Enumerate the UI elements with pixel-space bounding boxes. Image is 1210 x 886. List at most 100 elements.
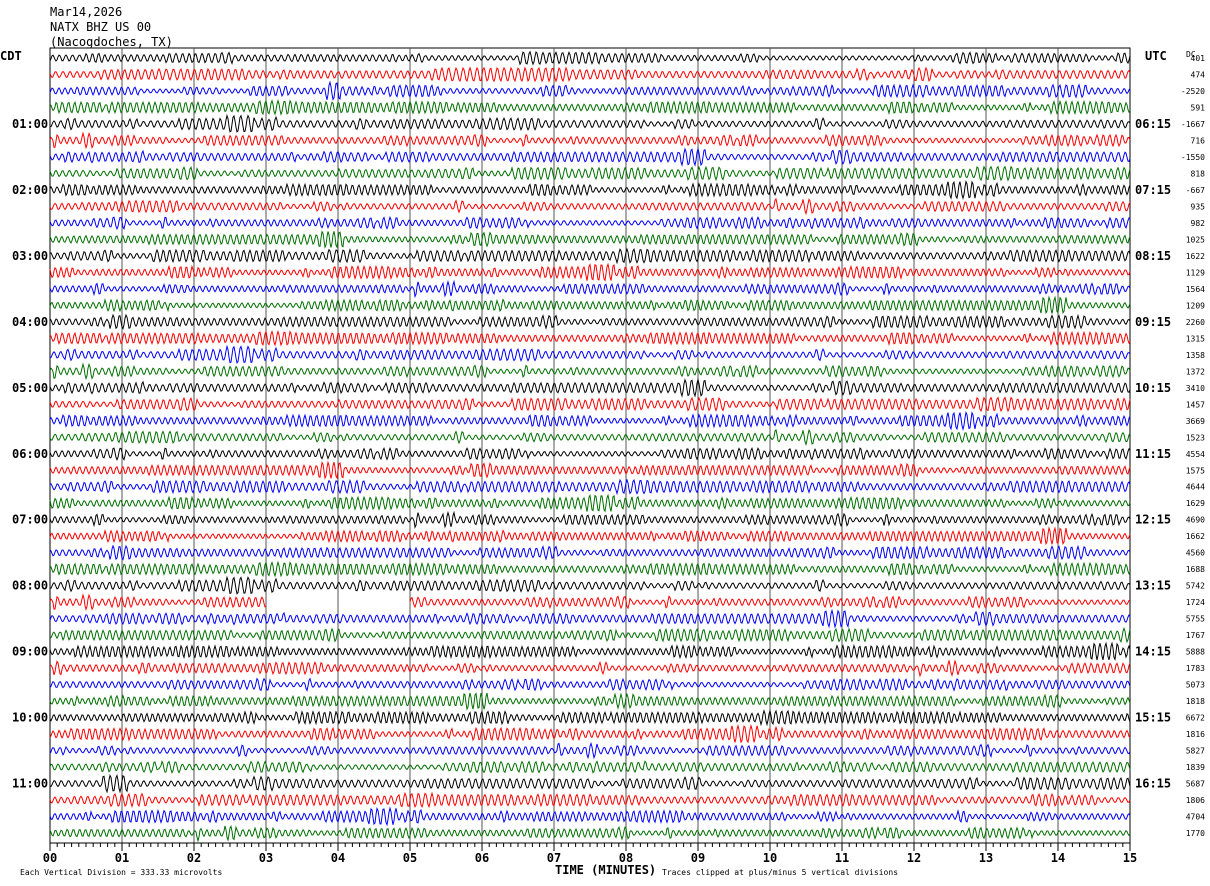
cdt-hour-label: 11:00 bbox=[12, 777, 48, 791]
seismic-trace bbox=[49, 825, 1131, 843]
seismic-trace bbox=[49, 760, 1131, 774]
seismic-trace bbox=[49, 428, 1131, 447]
seismic-trace bbox=[50, 575, 1131, 595]
date-label: Mar14,2026 bbox=[50, 5, 122, 19]
x-tick-label: 13 bbox=[979, 851, 993, 865]
seismic-trace bbox=[50, 626, 1131, 644]
dc-offset-label: 1816 bbox=[1186, 730, 1205, 739]
dc-offset-label: 982 bbox=[1191, 219, 1206, 228]
dc-offset-label: 1724 bbox=[1186, 598, 1205, 607]
seismic-trace bbox=[49, 180, 1131, 201]
utc-hour-label: 13:15 bbox=[1135, 579, 1171, 593]
dc-offset-label: 1783 bbox=[1186, 664, 1205, 673]
dc-offset-label: -667 bbox=[1186, 186, 1205, 195]
cdt-hour-label: 06:00 bbox=[12, 447, 48, 461]
x-axis-title: TIME (MINUTES) bbox=[555, 863, 656, 877]
seismic-trace bbox=[49, 510, 1131, 529]
dc-offset-label: 1315 bbox=[1186, 334, 1205, 343]
dc-offset-label: 1688 bbox=[1186, 565, 1205, 574]
dc-offset-label: 5755 bbox=[1186, 615, 1205, 624]
seismic-trace bbox=[49, 493, 1131, 513]
seismic-trace bbox=[49, 396, 1131, 413]
dc-offset-label: 474 bbox=[1191, 70, 1206, 79]
cdt-hour-label: 02:00 bbox=[12, 183, 48, 197]
seismic-trace bbox=[49, 641, 1131, 661]
seismic-trace bbox=[49, 677, 1131, 692]
x-tick-label: 12 bbox=[907, 851, 921, 865]
seismic-trace bbox=[49, 295, 1131, 315]
dc-offset-label: 5888 bbox=[1186, 648, 1205, 657]
seismic-trace bbox=[49, 362, 1131, 381]
seismic-trace bbox=[49, 113, 1131, 133]
utc-hour-label: 15:15 bbox=[1135, 711, 1171, 725]
dc-offset-label: 4644 bbox=[1186, 483, 1205, 492]
cdt-axis-label: CDT bbox=[0, 49, 22, 63]
seismic-trace bbox=[49, 460, 1131, 480]
cdt-hour-label: 10:00 bbox=[12, 711, 48, 725]
dc-offset-label: 1818 bbox=[1186, 697, 1205, 706]
utc-hour-label: 09:15 bbox=[1135, 315, 1171, 329]
seismic-trace bbox=[49, 146, 1131, 167]
dc-offset-label: 1770 bbox=[1186, 829, 1205, 838]
seismic-trace bbox=[49, 99, 1131, 116]
utc-axis-label: UTC bbox=[1145, 49, 1167, 63]
dc-offset-label: 3669 bbox=[1186, 417, 1205, 426]
seismic-trace bbox=[49, 197, 1131, 216]
seismic-trace bbox=[49, 723, 1131, 744]
dc-offset-label: 1025 bbox=[1186, 235, 1205, 244]
location-label: (Nacogdoches, TX) bbox=[50, 35, 173, 49]
dc-offset-label: 1372 bbox=[1186, 367, 1205, 376]
dc-offset-label: 5687 bbox=[1186, 780, 1205, 789]
dc-offset-label: 4554 bbox=[1186, 450, 1205, 459]
seismic-trace bbox=[49, 593, 1131, 612]
cdt-hour-label: 04:00 bbox=[12, 315, 48, 329]
x-tick-label: 07 bbox=[547, 851, 561, 865]
seismic-trace bbox=[49, 410, 1131, 431]
cdt-hour-label: 09:00 bbox=[12, 645, 48, 659]
dc-offset-label: 1564 bbox=[1186, 285, 1205, 294]
utc-hour-label: 07:15 bbox=[1135, 183, 1171, 197]
dc-offset-label: -1667 bbox=[1181, 120, 1205, 129]
dc-offset-label: 716 bbox=[1191, 136, 1206, 145]
dc-offset-label: 935 bbox=[1191, 202, 1206, 211]
dc-offset-label: -1550 bbox=[1181, 153, 1205, 162]
dc-offset-label: 1523 bbox=[1186, 433, 1205, 442]
seismic-trace bbox=[49, 773, 1131, 794]
x-tick-label: 08 bbox=[619, 851, 633, 865]
x-tick-label: 02 bbox=[187, 851, 201, 865]
scale-note: Each Vertical Division = 333.33 microvol… bbox=[20, 868, 222, 877]
dc-offset-label: 1622 bbox=[1186, 252, 1205, 261]
seismic-trace bbox=[49, 446, 1131, 462]
cdt-hour-label: 07:00 bbox=[12, 513, 48, 527]
seismic-trace bbox=[49, 50, 1131, 66]
cdt-hour-label: 08:00 bbox=[12, 579, 48, 593]
dc-offset-label: 5742 bbox=[1186, 582, 1205, 591]
seismic-trace bbox=[49, 708, 1131, 727]
dc-offset-label: 591 bbox=[1191, 103, 1206, 112]
dc-offset-label: 1575 bbox=[1186, 466, 1205, 475]
seismic-trace bbox=[49, 741, 1131, 760]
x-tick-label: 05 bbox=[403, 851, 417, 865]
utc-hour-label: 16:15 bbox=[1135, 777, 1171, 791]
x-tick-label: 10 bbox=[763, 851, 777, 865]
x-tick-label: 04 bbox=[331, 851, 345, 865]
seismic-trace bbox=[49, 560, 1131, 578]
dc-offset-label: 4560 bbox=[1186, 549, 1205, 558]
x-tick-label: 11 bbox=[835, 851, 849, 865]
dc-offset-label: 4690 bbox=[1186, 516, 1205, 525]
seismic-trace bbox=[49, 526, 1131, 546]
seismic-trace bbox=[49, 608, 1131, 629]
dc-offset-label: 3410 bbox=[1186, 384, 1205, 393]
dc-offset-label: 1129 bbox=[1186, 268, 1205, 277]
seismic-trace bbox=[49, 377, 1131, 398]
seismic-trace bbox=[49, 66, 1131, 83]
cdt-hour-label: 01:00 bbox=[12, 117, 48, 131]
seismic-trace bbox=[49, 215, 1131, 231]
plot-frame bbox=[49, 47, 1131, 844]
dc-offset-label: 1358 bbox=[1186, 351, 1205, 360]
x-tick-label: 15 bbox=[1123, 851, 1137, 865]
utc-hour-label: 08:15 bbox=[1135, 249, 1171, 263]
seismic-trace bbox=[49, 313, 1131, 330]
seismic-trace bbox=[49, 329, 1131, 347]
